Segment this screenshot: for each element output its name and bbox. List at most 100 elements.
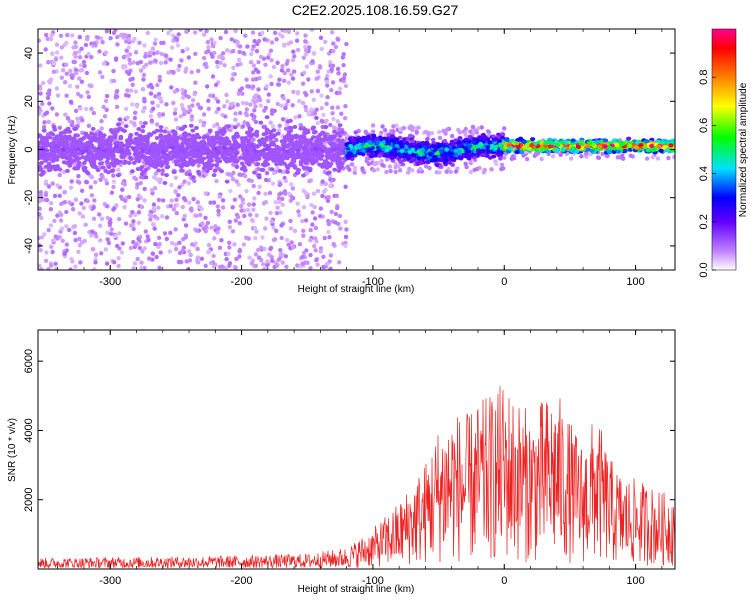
heatmap-cell — [141, 155, 146, 160]
heatmap-cell — [41, 125, 47, 130]
heatmap-cell — [40, 138, 46, 142]
heatmap-cell — [64, 224, 69, 229]
heatmap-cell — [196, 151, 202, 156]
heatmap-cell — [187, 169, 192, 174]
heatmap-cell — [309, 159, 315, 164]
heatmap-cell — [138, 60, 143, 65]
heatmap-cell — [383, 128, 388, 133]
heatmap-cell — [155, 50, 160, 55]
heatmap-cell — [391, 124, 396, 129]
heatmap-cell — [159, 51, 164, 57]
heatmap-cell — [650, 155, 655, 160]
heatmap-cell — [433, 158, 439, 162]
heatmap-cell — [116, 167, 121, 172]
heatmap-cell — [141, 72, 147, 78]
heatmap-cell — [89, 233, 94, 238]
heatmap-cell — [68, 153, 74, 158]
heatmap-cell — [144, 62, 149, 67]
heatmap-cell — [510, 154, 515, 159]
heatmap-cell — [238, 155, 243, 160]
heatmap-cell — [312, 142, 317, 147]
heatmap-cell — [245, 44, 250, 49]
heatmap-cell — [315, 262, 320, 267]
heatmap-cell — [135, 156, 141, 160]
heatmap-cell — [122, 205, 127, 210]
heatmap-cell — [78, 106, 83, 111]
heatmap-cell — [103, 247, 109, 252]
heatmap-cell — [230, 177, 236, 182]
heatmap-cell — [222, 149, 228, 154]
heatmap-cell — [142, 121, 148, 126]
heatmap-cell — [265, 55, 271, 60]
heatmap-cell — [331, 143, 337, 148]
heatmap-cell — [83, 222, 88, 227]
heatmap-cell — [236, 122, 241, 127]
heatmap-cell — [258, 245, 264, 250]
heatmap-cell — [448, 169, 453, 175]
heatmap-cell — [248, 60, 254, 65]
heatmap-cell — [147, 50, 153, 55]
heatmap-cell — [146, 237, 151, 243]
heatmap-cell — [195, 148, 201, 153]
heatmap-cell — [38, 140, 41, 145]
heatmap-cell — [221, 51, 226, 56]
heatmap-cell — [228, 188, 233, 194]
heatmap-cell — [48, 223, 54, 228]
heatmap-cell — [282, 145, 288, 149]
heatmap-cell — [328, 253, 334, 258]
heatmap-cell — [139, 204, 145, 210]
heatmap-cell — [411, 153, 417, 157]
heatmap-cell — [90, 126, 96, 131]
heatmap-cell — [196, 171, 202, 176]
heatmap-cell — [201, 135, 207, 140]
heatmap-cell — [145, 30, 150, 36]
heatmap-cell — [481, 152, 487, 157]
heatmap-cell — [489, 167, 494, 172]
heatmap-cell — [127, 57, 132, 62]
heatmap-cell — [143, 134, 149, 139]
heatmap-cell — [269, 167, 275, 172]
heatmap-cell — [295, 201, 300, 206]
heatmap-cell — [69, 122, 75, 128]
heatmap-cell — [277, 199, 282, 205]
heatmap-cell — [256, 60, 261, 65]
heatmap-cell — [138, 180, 143, 186]
heatmap-cell — [425, 142, 430, 147]
heatmap-cell — [290, 76, 296, 81]
heatmap-cell — [55, 236, 60, 241]
heatmap-cell — [85, 198, 90, 204]
heatmap-cell — [237, 221, 242, 226]
heatmap-cell — [493, 146, 498, 151]
heatmap-cell — [262, 226, 268, 231]
heatmap-cell — [301, 135, 307, 140]
heatmap-cell — [222, 266, 228, 270]
heatmap-cell — [186, 249, 192, 254]
heatmap-cell — [112, 133, 118, 138]
heatmap-cell — [64, 71, 70, 76]
heatmap-cell — [52, 127, 58, 132]
heatmap-cell — [54, 42, 60, 47]
heatmap-cell — [302, 70, 307, 76]
heatmap-cell — [232, 158, 238, 163]
heatmap-cell — [251, 155, 257, 159]
heatmap-cell — [301, 250, 307, 256]
heatmap-cell — [312, 153, 318, 158]
heatmap-cell — [330, 30, 335, 35]
heatmap-cell — [107, 153, 113, 158]
heatmap-cell — [58, 33, 64, 38]
heatmap-cell — [127, 194, 132, 200]
heatmap-cell — [38, 248, 43, 253]
heatmap-cell — [162, 181, 168, 185]
heatmap-cell — [62, 200, 68, 205]
heatmap-cell — [269, 58, 274, 63]
heatmap-cell — [615, 155, 620, 160]
heatmap-cell — [318, 249, 323, 254]
heatmap-cell — [264, 143, 270, 148]
heatmap-cell — [61, 140, 67, 145]
heatmap-cell — [114, 104, 120, 110]
heatmap-cell — [135, 197, 140, 202]
heatmap-cell — [490, 143, 495, 148]
heatmap-cell — [154, 128, 160, 133]
heatmap-cell — [94, 234, 99, 239]
heatmap-cell — [323, 39, 328, 45]
